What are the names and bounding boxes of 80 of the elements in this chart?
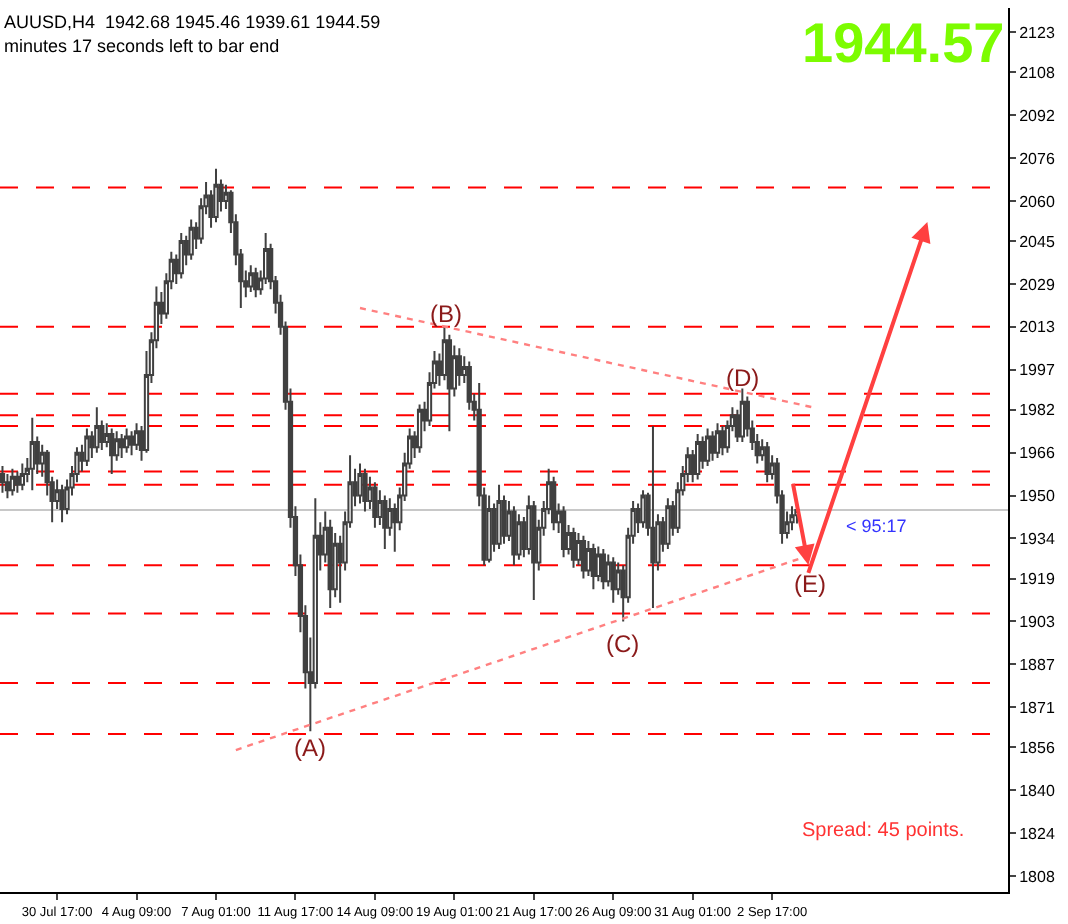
y-tick-label: 2123 bbox=[1019, 23, 1056, 42]
candlestick bbox=[600, 548, 606, 591]
y-tick-label: 1966 bbox=[1019, 444, 1056, 463]
candlestick bbox=[382, 494, 388, 551]
candlestick bbox=[188, 218, 194, 261]
candlestick bbox=[496, 483, 502, 551]
candlestick bbox=[516, 513, 522, 561]
y-tick-label: 2013 bbox=[1019, 318, 1056, 337]
candlestick bbox=[719, 424, 726, 457]
candlestick bbox=[446, 333, 453, 433]
y-tick-label: 2092 bbox=[1019, 106, 1056, 125]
candlestick bbox=[0, 465, 6, 494]
candlestick bbox=[511, 505, 517, 567]
y-tick-label: 1982 bbox=[1019, 401, 1056, 420]
annotation: (B) bbox=[430, 300, 462, 328]
candlestick bbox=[248, 264, 254, 293]
candlestick bbox=[128, 430, 135, 457]
candlestick bbox=[123, 427, 130, 454]
candlestick bbox=[610, 556, 616, 604]
candlestick bbox=[764, 440, 770, 484]
candlestick bbox=[9, 467, 16, 497]
candlestick bbox=[84, 427, 90, 468]
candlestick bbox=[486, 494, 492, 564]
y-tick-label: 1934 bbox=[1019, 530, 1056, 548]
annotation: (A) bbox=[294, 734, 326, 762]
candlestick bbox=[357, 462, 363, 505]
annotation: minutes 17 seconds left to bar end bbox=[4, 36, 280, 56]
candlestick bbox=[253, 266, 259, 299]
candlestick bbox=[14, 470, 21, 494]
candlestick bbox=[213, 167, 219, 224]
candlestick bbox=[709, 430, 716, 462]
candlestick bbox=[109, 427, 115, 476]
candlestick bbox=[29, 416, 35, 492]
candlestick bbox=[665, 497, 671, 551]
annotation: (E) bbox=[794, 570, 826, 598]
y-tick-label: 1871 bbox=[1019, 698, 1056, 717]
y-tick-label: 1887 bbox=[1019, 655, 1056, 674]
candlestick bbox=[640, 489, 646, 529]
candlestick bbox=[551, 475, 557, 532]
candlestick bbox=[327, 518, 333, 610]
candlestick bbox=[570, 526, 577, 569]
y-tick-label: 2060 bbox=[1019, 192, 1056, 211]
candlestick bbox=[94, 406, 100, 454]
candlestick bbox=[739, 387, 745, 443]
candlestick bbox=[362, 467, 368, 513]
annotation: 1944.57 bbox=[802, 12, 1005, 74]
candlestick bbox=[789, 505, 795, 532]
annotation: < 95:17 bbox=[846, 516, 907, 536]
y-tick-label: 1903 bbox=[1019, 613, 1056, 632]
y-tick-label: 1824 bbox=[1019, 824, 1056, 843]
candlestick bbox=[704, 427, 711, 468]
candlestick bbox=[19, 462, 25, 492]
annotation: (C) bbox=[606, 630, 640, 658]
y-tick-label: 1808 bbox=[1019, 867, 1056, 886]
candlestick bbox=[531, 499, 537, 602]
candlestick bbox=[119, 432, 125, 460]
y-tick-label: 1856 bbox=[1019, 738, 1056, 757]
candlestick bbox=[560, 505, 567, 559]
candlestick bbox=[4, 473, 11, 500]
candlestick bbox=[416, 403, 423, 454]
annotation: AUUSD,H4 1942.68 1945.46 1939.61 1944.59 bbox=[4, 12, 381, 32]
y-tick-label: 1997 bbox=[1019, 361, 1056, 380]
y-tick-label: 2076 bbox=[1019, 149, 1056, 168]
candlestick bbox=[580, 534, 587, 580]
candlestick bbox=[372, 481, 378, 529]
candlestick bbox=[695, 432, 701, 481]
y-tick-label: 2108 bbox=[1019, 63, 1056, 82]
annotation: (D) bbox=[726, 364, 760, 392]
y-tick-label: 1950 bbox=[1019, 487, 1056, 506]
y-tick-label: 1919 bbox=[1019, 570, 1056, 589]
annotation: Spread: 45 points. bbox=[802, 820, 965, 842]
candlestick bbox=[714, 422, 721, 460]
candlestick bbox=[595, 545, 601, 583]
y-tick-label: 1840 bbox=[1019, 781, 1056, 800]
candlestick bbox=[59, 483, 65, 524]
y-tick-label: 2045 bbox=[1019, 232, 1056, 251]
candlestick bbox=[178, 232, 184, 280]
y-tick-label: 2029 bbox=[1019, 275, 1056, 294]
candlestick bbox=[590, 542, 597, 591]
candlestick bbox=[650, 424, 656, 610]
